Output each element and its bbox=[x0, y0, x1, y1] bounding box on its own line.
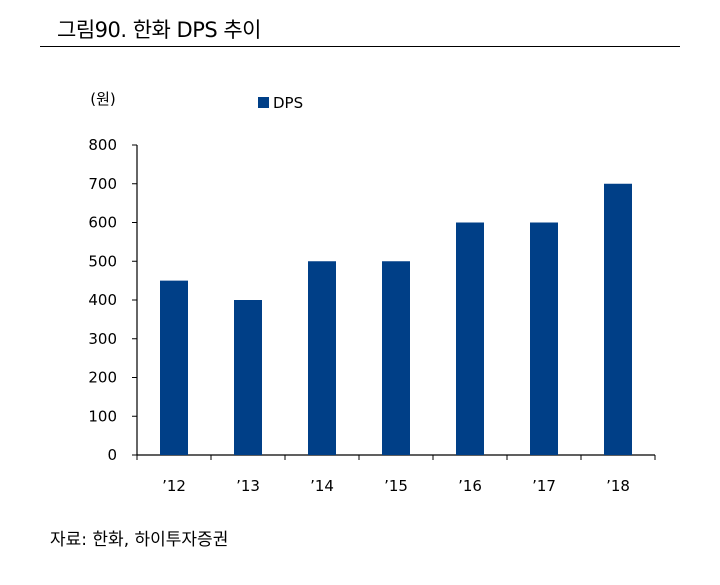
x-tick-label: ’13 bbox=[236, 477, 260, 495]
y-tick-label: 700 bbox=[88, 175, 117, 193]
y-tick-label: 200 bbox=[88, 369, 117, 387]
x-tick-label: ’12 bbox=[162, 477, 186, 495]
x-tick-label: ’15 bbox=[384, 477, 408, 495]
y-tick-label: 500 bbox=[88, 252, 117, 270]
title-divider bbox=[40, 46, 680, 47]
bar-4 bbox=[456, 222, 484, 455]
x-tick-label: ’17 bbox=[532, 477, 556, 495]
bar-1 bbox=[234, 300, 262, 455]
tick-labels: 0 100 200 300 400 500 600 700 800 ’12 ’13 ’14 ’15 ’16… bbox=[88, 136, 630, 495]
figure-title: 그림90. 한화 DPS 추이 bbox=[57, 18, 262, 42]
bar-3 bbox=[382, 261, 410, 455]
y-tick-label: 800 bbox=[88, 136, 117, 154]
bar-2 bbox=[308, 261, 336, 455]
bar-0 bbox=[160, 280, 188, 455]
legend-label: DPS bbox=[273, 94, 303, 112]
y-tick-label: 600 bbox=[88, 214, 117, 232]
bar-6 bbox=[604, 183, 632, 455]
legend-swatch bbox=[258, 97, 269, 108]
y-axis-label: (원) bbox=[90, 90, 116, 108]
y-tick-label: 0 bbox=[107, 446, 117, 464]
x-tick-label: ’18 bbox=[606, 477, 630, 495]
x-tick-label: ’14 bbox=[310, 477, 334, 495]
bar-5 bbox=[530, 222, 558, 455]
y-tick-label: 300 bbox=[88, 330, 117, 348]
legend: DPS bbox=[258, 94, 303, 112]
source-note: 자료: 한화, 하이투자증권 bbox=[50, 530, 229, 550]
x-tick-label: ’16 bbox=[458, 477, 482, 495]
bars bbox=[160, 183, 632, 455]
y-tick-label: 400 bbox=[88, 291, 117, 309]
y-tick-label: 100 bbox=[88, 407, 117, 425]
